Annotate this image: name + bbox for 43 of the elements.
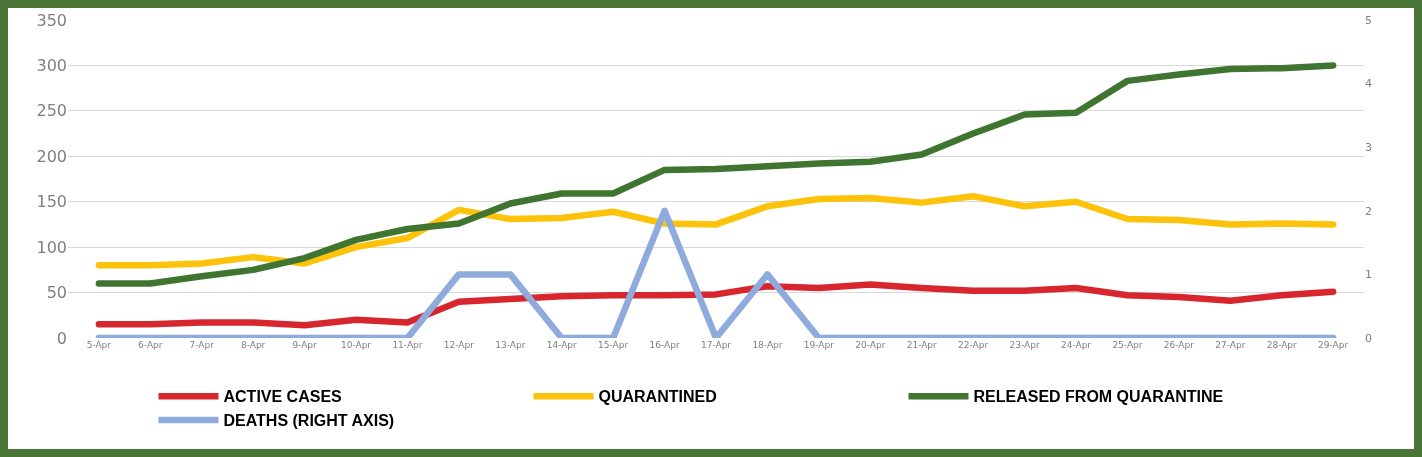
x-tick-label: 14-Apr [546,340,578,350]
x-tick-label: 25-Apr [1112,340,1143,350]
y2-tick-label: 1 [1365,268,1372,282]
x-tick-label: 8-Apr [240,340,266,350]
x-tick-label: 10-Apr [340,340,372,350]
y-tick-label: 0 [56,328,67,348]
y-tick-label: 350 [36,10,67,30]
y-tick-label: 250 [36,101,67,121]
y-tick-label: 150 [36,192,67,212]
x-tick-label: 27-Apr [1215,340,1246,350]
x-tick-label: 17-Apr [700,340,732,350]
x-tick-label: 7-Apr [189,340,215,350]
legend-label: QUARANTINED [598,388,717,406]
y2-tick-label: 0 [1365,331,1372,345]
legend-label: DEATHS (RIGHT AXIS) [223,412,395,430]
x-tick-label: 23-Apr [1009,340,1040,350]
y2-tick-label: 4 [1365,77,1372,91]
x-tick-label: 12-Apr [443,340,475,350]
y-tick-label: 300 [36,56,67,76]
x-tick-label: 9-Apr [292,340,318,350]
legend-label: ACTIVE CASES [223,388,343,406]
x-tick-label: 24-Apr [1060,340,1092,350]
x-tick-label: 26-Apr [1163,340,1195,350]
x-tick-label: 21-Apr [906,340,938,350]
x-tick-label: 22-Apr [958,340,989,350]
x-tick-label: 16-Apr [649,340,680,350]
x-tick-label: 20-Apr [855,340,886,350]
y-tick-label: 200 [36,146,67,166]
x-tick-label: 5-Apr [86,340,112,350]
x-tick-label: 19-Apr [803,340,835,350]
y2-tick-label: 2 [1365,204,1372,218]
x-tick-label: 18-Apr [752,340,783,350]
y-tick-label: 50 [46,283,67,303]
y2-tick-label: 3 [1365,141,1372,155]
x-tick-label: 15-Apr [598,340,629,350]
x-tick-label: 6-Apr [138,340,163,350]
x-tick-label: 28-Apr [1266,340,1298,350]
y2-tick-label: 5 [1365,13,1372,27]
y-tick-label: 100 [36,237,67,257]
x-tick-label: 29-Apr [1318,340,1349,350]
x-tick-label: 13-Apr [495,340,526,350]
legend-label: RELEASED FROM QUARANTINE [973,388,1224,406]
x-tick-label: 11-Apr [392,340,423,350]
